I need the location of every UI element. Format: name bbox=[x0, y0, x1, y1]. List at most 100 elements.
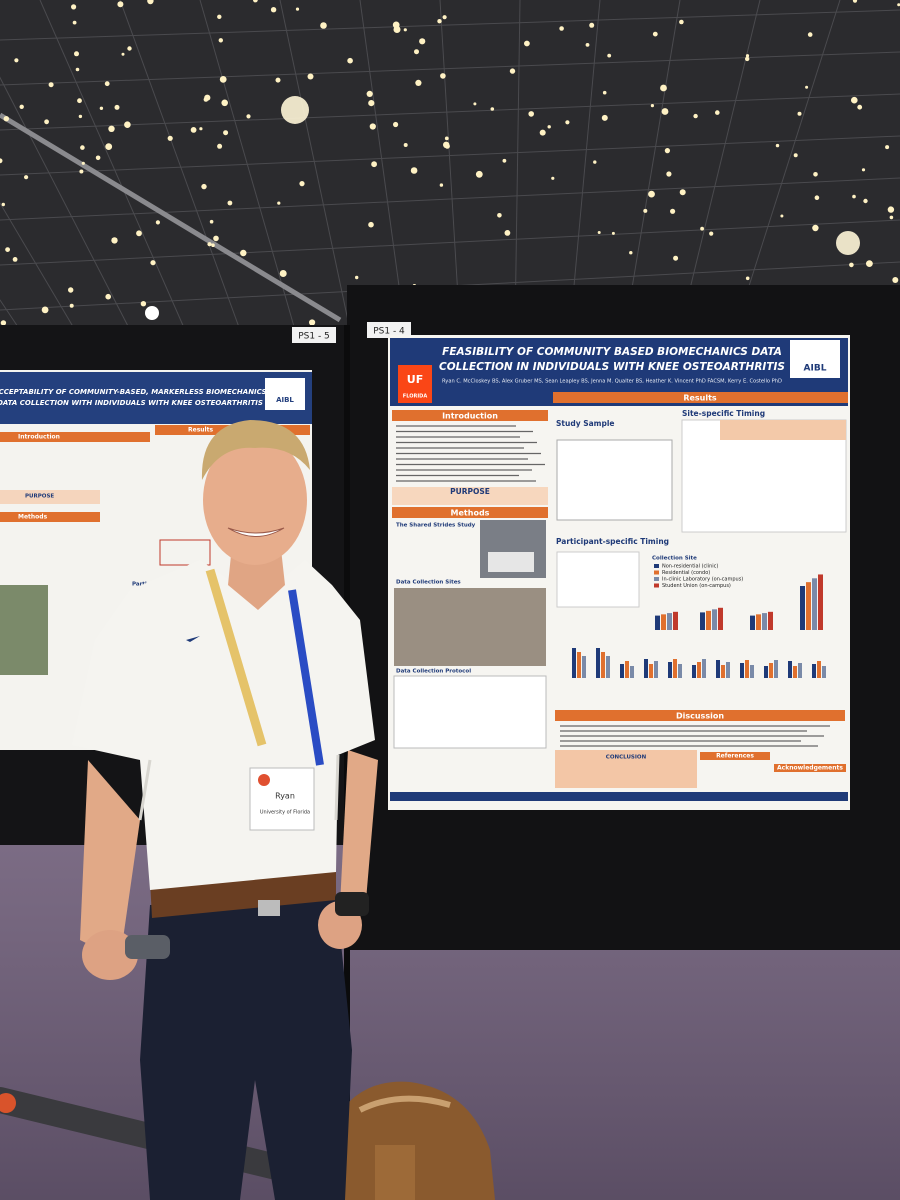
ceiling-light bbox=[77, 98, 82, 104]
bar bbox=[764, 666, 768, 678]
ceiling-light bbox=[117, 1, 124, 8]
badge-name: Ryan bbox=[275, 792, 295, 801]
ceiling-light bbox=[852, 0, 858, 3]
section-header bbox=[0, 432, 150, 442]
section-title: The Shared Strides Study bbox=[396, 523, 476, 529]
section-title: PURPOSE bbox=[450, 487, 490, 496]
section-title: Results bbox=[683, 394, 717, 403]
ceiling-light bbox=[320, 22, 327, 29]
ceiling-light bbox=[812, 224, 819, 232]
board-label: PS1 - 4 bbox=[373, 327, 405, 337]
logo bbox=[790, 340, 840, 378]
ceiling-light bbox=[509, 68, 516, 74]
section-header bbox=[0, 512, 100, 522]
ceiling-light bbox=[24, 175, 29, 180]
ceiling-light bbox=[851, 96, 858, 104]
bar bbox=[762, 613, 767, 630]
section-header bbox=[392, 410, 548, 421]
ceiling-light bbox=[167, 135, 173, 141]
legend-swatch bbox=[654, 564, 659, 568]
ceiling-light bbox=[410, 167, 418, 174]
ceiling-light bbox=[551, 176, 555, 180]
ceiling-light bbox=[246, 114, 251, 119]
ceiling-light bbox=[857, 104, 863, 110]
table-header bbox=[720, 420, 846, 440]
belt-buckle bbox=[258, 900, 280, 916]
ceiling-light bbox=[79, 169, 84, 174]
ceiling-light bbox=[892, 277, 899, 283]
ceiling-light bbox=[207, 242, 212, 247]
bar bbox=[712, 609, 717, 630]
face bbox=[203, 435, 307, 565]
legend-swatch bbox=[654, 577, 659, 581]
ceiling-light bbox=[528, 111, 534, 117]
ceiling-light bbox=[442, 15, 447, 20]
ceiling-light bbox=[270, 7, 277, 13]
watch bbox=[125, 935, 170, 959]
smile bbox=[227, 527, 285, 537]
ceiling-light bbox=[661, 108, 669, 115]
ceiling-light bbox=[71, 4, 77, 10]
section-title: Introduction bbox=[442, 412, 498, 421]
van-photo bbox=[488, 552, 534, 572]
ceiling-light bbox=[415, 79, 422, 86]
bar bbox=[769, 663, 773, 678]
ceiling-light bbox=[44, 119, 49, 125]
ceiling-light bbox=[673, 255, 679, 261]
ceiling-light bbox=[559, 26, 564, 31]
ceiling-light bbox=[593, 160, 597, 164]
ceiling-light bbox=[444, 143, 450, 149]
ceiling-light bbox=[745, 54, 750, 58]
ceiling-light bbox=[643, 208, 648, 213]
bar bbox=[750, 665, 754, 678]
ceiling-light bbox=[240, 249, 247, 257]
ceiling-light bbox=[253, 0, 258, 3]
bar bbox=[582, 656, 586, 678]
ceiling-light bbox=[813, 172, 818, 177]
ceiling-light bbox=[852, 194, 856, 199]
poster-title: ACCEPTABILITY OF COMMUNITY-BASED, MARKER… bbox=[0, 388, 267, 396]
legend-label: Non-residential (clinic) bbox=[662, 564, 718, 570]
ceiling-light bbox=[140, 301, 147, 307]
ceiling-light bbox=[393, 121, 399, 128]
ceiling-beam bbox=[0, 112, 342, 323]
ceiling-light bbox=[745, 276, 750, 281]
ceiling-light bbox=[565, 120, 570, 125]
ceiling-light bbox=[597, 231, 601, 234]
ceiling-light bbox=[889, 215, 894, 220]
ceiling-light bbox=[414, 49, 419, 55]
section-title: Site-specific Timing bbox=[682, 409, 765, 418]
ceiling-light bbox=[121, 52, 125, 56]
ceiling-light bbox=[95, 155, 101, 161]
ceiling-light bbox=[648, 190, 655, 198]
ceiling-light bbox=[221, 99, 228, 107]
bar bbox=[606, 656, 610, 678]
bar bbox=[644, 659, 648, 678]
ceiling-light bbox=[366, 90, 373, 97]
conclusion-box bbox=[555, 750, 697, 788]
section-header bbox=[553, 392, 848, 403]
ceiling-light bbox=[136, 230, 142, 237]
person: Ryan University of Florida bbox=[72, 420, 378, 1200]
ceiling-light bbox=[75, 67, 80, 72]
section-title: Methods bbox=[451, 509, 490, 518]
ceiling-rail bbox=[439, 0, 461, 331]
bar bbox=[812, 578, 817, 630]
ceiling-light bbox=[887, 206, 895, 213]
ceiling-light bbox=[218, 38, 223, 43]
ceiling-rail bbox=[624, 0, 681, 331]
poster-authors: Ryan C. McCloskey BS, Alex Gruber MS, Se… bbox=[442, 379, 782, 385]
ceiling-light bbox=[368, 100, 375, 107]
text-lines bbox=[396, 425, 545, 482]
ceiling-light bbox=[275, 77, 281, 83]
hair bbox=[201, 420, 310, 480]
ceiling-light bbox=[80, 145, 85, 150]
section-title: Data Collection Sites bbox=[396, 580, 461, 586]
ceiling-light bbox=[497, 213, 502, 218]
trousers bbox=[140, 895, 352, 1200]
ceiling-light bbox=[607, 53, 612, 58]
photo-thumbs bbox=[0, 585, 48, 675]
section-header bbox=[555, 710, 845, 721]
ceiling-light bbox=[611, 231, 615, 235]
